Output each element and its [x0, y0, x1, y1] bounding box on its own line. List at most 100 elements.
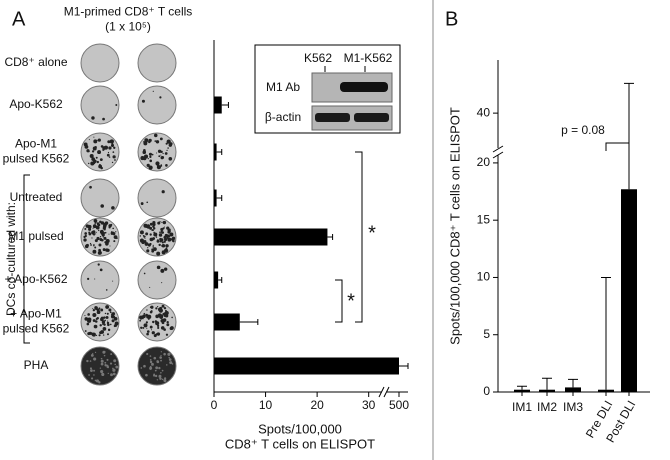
inset-row: β-actin: [265, 110, 301, 124]
spot: [87, 313, 90, 316]
bar: [565, 387, 581, 392]
spot: [101, 229, 103, 231]
spot: [91, 150, 95, 153]
spot: [105, 289, 108, 291]
category-label: Apo-M1 pulsed K562: [3, 137, 70, 166]
spot: [171, 236, 176, 240]
spot: [113, 359, 117, 363]
spot: [150, 305, 154, 309]
spot: [94, 223, 96, 225]
spot: [99, 367, 102, 369]
spot: [92, 227, 94, 229]
spot: [153, 374, 156, 377]
spot: [144, 242, 149, 246]
spot: [151, 331, 155, 335]
spot: [88, 231, 91, 234]
bar: [598, 389, 614, 392]
spot: [153, 133, 158, 138]
spot: [149, 237, 154, 242]
spot: [95, 231, 97, 233]
spot: [165, 333, 169, 336]
spot: [89, 185, 92, 189]
spot: [163, 313, 168, 318]
spot: [96, 316, 99, 320]
well: [80, 346, 120, 386]
bar: [214, 313, 240, 331]
spot: [99, 229, 104, 234]
spot: [144, 138, 149, 143]
spot: [90, 332, 93, 335]
spot: [166, 149, 168, 152]
spot: [166, 320, 169, 324]
spot: [106, 358, 109, 361]
spot: [108, 146, 112, 150]
spot: [143, 312, 146, 315]
spot: [104, 364, 107, 367]
spot: [171, 363, 174, 365]
spot: [150, 329, 153, 331]
spot: [93, 374, 95, 376]
spot: [88, 374, 90, 376]
error-bar: [399, 363, 409, 369]
spot: [98, 334, 101, 337]
error-bar: [216, 149, 223, 155]
spot: [93, 224, 96, 227]
spot: [144, 238, 146, 240]
spot: [156, 251, 161, 256]
bar: [214, 357, 399, 375]
spot: [146, 249, 150, 253]
spot: [167, 147, 169, 149]
spot: [96, 160, 100, 164]
spot: [86, 145, 89, 148]
spot: [151, 362, 154, 366]
spot: [154, 320, 157, 322]
spot: [101, 320, 105, 324]
spot: [151, 153, 154, 156]
spot: [112, 280, 114, 282]
bar: [214, 228, 328, 246]
spot: [100, 204, 104, 208]
spot: [93, 324, 98, 329]
spot: [143, 272, 146, 275]
spot: [98, 243, 102, 247]
spot: [149, 233, 152, 236]
spot: [148, 165, 153, 170]
spot: [106, 321, 110, 325]
group-label: DCs co-cultured with:: [4, 202, 18, 316]
spot: [169, 232, 174, 237]
spot: [102, 248, 106, 252]
spot: [93, 233, 95, 235]
spot: [100, 238, 104, 242]
spot: [140, 202, 144, 205]
spot: [149, 360, 153, 364]
spot: [156, 165, 161, 170]
spot: [88, 319, 90, 321]
spot: [111, 319, 115, 323]
spot: [146, 201, 149, 204]
spot: [90, 377, 94, 380]
spot: [159, 377, 162, 380]
spot: [90, 369, 93, 372]
spot: [99, 158, 103, 162]
sig-star: *: [347, 290, 355, 312]
sig-bracket: [355, 151, 363, 323]
spot: [164, 152, 168, 155]
spot: [159, 234, 162, 237]
error-bar: [239, 319, 259, 325]
spot: [112, 227, 114, 230]
spot: [110, 143, 115, 147]
spot: [113, 324, 117, 328]
spot: [104, 231, 107, 234]
spot: [161, 155, 165, 159]
spot: [160, 371, 162, 374]
error-bar: [568, 378, 578, 388]
spot: [163, 267, 168, 271]
spot: [162, 227, 165, 230]
spot: [114, 159, 116, 161]
spot: [149, 355, 152, 357]
spot: [169, 361, 173, 365]
y-tick-label: 15: [477, 212, 491, 226]
spot: [103, 334, 105, 336]
well: [80, 85, 120, 125]
